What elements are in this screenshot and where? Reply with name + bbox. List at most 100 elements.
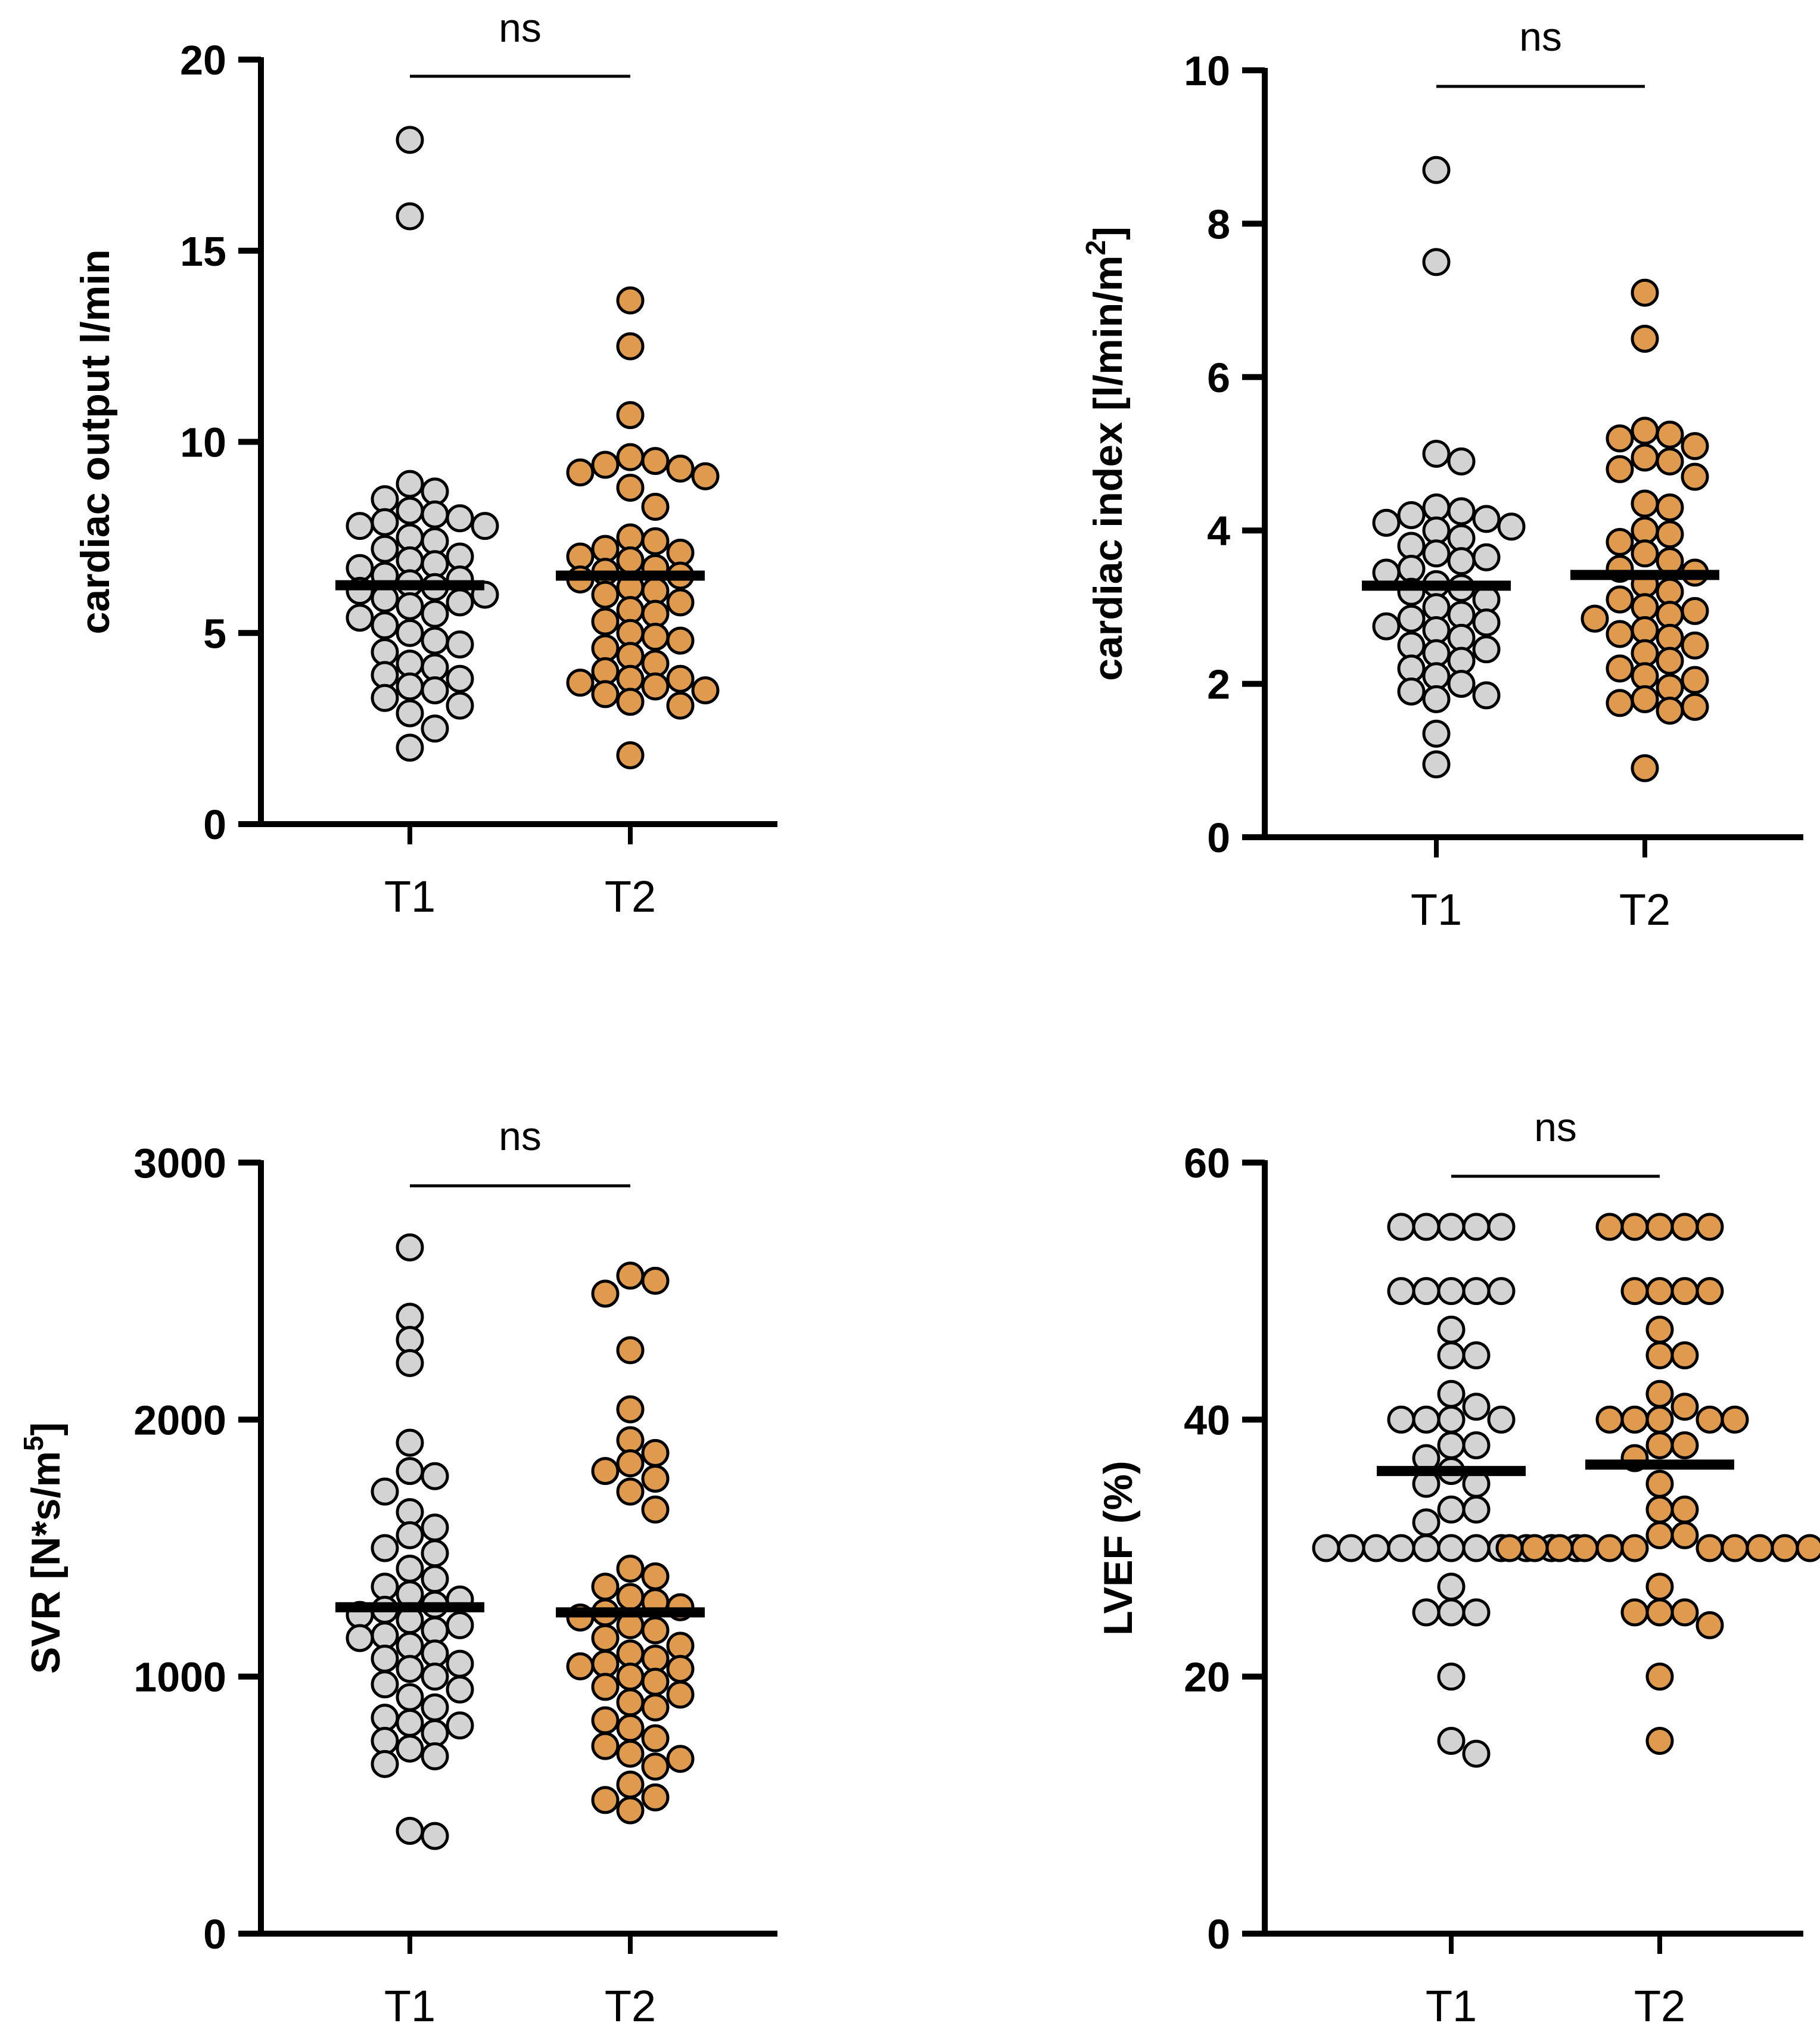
data-point-t2 [641,1616,670,1645]
y-tick-label: 10 [180,420,226,466]
y-tick-label: 2000 [133,1397,226,1443]
data-point-t2 [616,401,645,430]
data-point-t2 [1606,689,1634,717]
data-point-t1 [1437,1534,1466,1562]
data-point-t2 [641,1438,670,1467]
data-point-t1 [421,1513,449,1542]
data-point-t1 [1437,1277,1466,1306]
data-point-t2 [641,1693,670,1722]
data-point-t2 [641,599,670,628]
y-tick-label: 60 [1184,1140,1230,1186]
data-point-t2 [641,623,670,651]
data-point-t2 [1645,1521,1674,1549]
data-point-t2 [616,1261,645,1290]
data-point-t1 [1372,508,1401,537]
x-category-label: T2 [1619,885,1670,934]
data-point-t1 [396,592,424,620]
data-point-t1 [421,500,449,529]
data-point-t1 [446,664,474,693]
y-axis-title-text: cardiac index [l/min/m [1085,256,1131,681]
data-point-t2 [616,1739,645,1768]
data-point-t1 [1462,1341,1491,1369]
data-point-t1 [421,1693,449,1722]
data-point-t1 [1462,1495,1491,1524]
data-point-t1 [1412,1598,1441,1627]
data-point-t2 [666,588,695,617]
data-point-t2 [1631,616,1659,645]
data-point-t1 [396,1498,424,1527]
data-point-t2 [1620,1277,1649,1306]
y-tick-label: 40 [1184,1397,1230,1443]
data-point-t1 [1437,1431,1466,1459]
data-point-t1 [446,542,474,571]
data-point-t1 [446,504,474,533]
data-point-t2 [616,1639,645,1668]
data-point-t2 [616,286,645,315]
data-point-t2 [616,1555,645,1583]
data-point-t2 [1746,1534,1774,1562]
data-point-t2 [616,596,645,624]
data-point-t1 [1462,1598,1491,1627]
data-point-t1 [1447,601,1476,629]
y-tick-label: 6 [1207,355,1230,401]
data-point-t1 [1462,1213,1491,1241]
data-point-t2 [1620,1598,1649,1627]
data-point-t1 [346,1624,374,1652]
data-point-t2 [691,462,720,490]
y-axis-title: cardiac output l/min [73,249,118,634]
data-point-t1 [421,550,449,579]
data-point-t2 [1656,577,1684,606]
data-point-t1 [371,1750,399,1778]
data-point-t1 [371,1534,399,1562]
y-axis-title: LVEF (%) [1096,1461,1141,1635]
data-point-t1 [1397,654,1426,683]
x-category-label: T2 [1634,1981,1685,2026]
data-point-t2 [1595,1405,1624,1434]
data-point-t2 [1645,1277,1674,1306]
data-point-t1 [421,1462,449,1490]
data-point-t2 [1631,417,1659,445]
data-point-t2 [1695,1277,1724,1306]
data-point-t2 [1670,1495,1699,1524]
data-point-t1 [371,683,399,712]
data-point-t2 [1645,1379,1674,1408]
data-point-t2 [1520,1534,1549,1562]
data-point-t2 [641,650,670,678]
data-point-t1 [1437,1405,1466,1434]
data-point-t2 [616,688,645,716]
data-point-t1 [421,626,449,655]
data-point-t2 [1645,1663,1674,1691]
data-point-t2 [1631,278,1659,307]
data-point-t2 [1656,697,1684,725]
data-point-t1 [421,1742,449,1770]
data-point-t1 [1422,539,1451,568]
data-point-t1 [396,1233,424,1261]
data-point-t2 [1670,1521,1699,1549]
data-point-t2 [1606,654,1634,683]
data-point-t2 [1631,324,1659,353]
data-point-t1 [396,619,424,647]
data-point-t1 [1437,1598,1466,1627]
data-point-t1 [1497,512,1526,541]
data-point-t1 [1397,677,1426,706]
x-category-label: T1 [384,1981,435,2026]
data-point-t1 [396,496,424,525]
data-point-t1 [346,554,374,582]
data-point-t2 [616,1688,645,1717]
data-point-t2 [1606,585,1634,614]
data-point-t2 [616,664,645,693]
data-point-t1 [1337,1534,1365,1562]
data-point-t2 [616,332,645,361]
data-point-t2 [691,676,720,704]
data-point-t2 [666,1680,695,1709]
data-point-t2 [1695,1405,1724,1434]
data-point-t1 [1487,1405,1516,1434]
data-point-t1 [421,1565,449,1593]
data-point-t1 [446,1711,474,1740]
y-tick-label: 1000 [133,1654,226,1701]
data-point-t1 [1462,1739,1491,1768]
y-axis-title-text: SVR [N*s/m [23,1451,69,1674]
y-axis-title: cardiac index [l/min/m2] [1080,226,1131,680]
data-point-t1 [1437,1315,1466,1344]
